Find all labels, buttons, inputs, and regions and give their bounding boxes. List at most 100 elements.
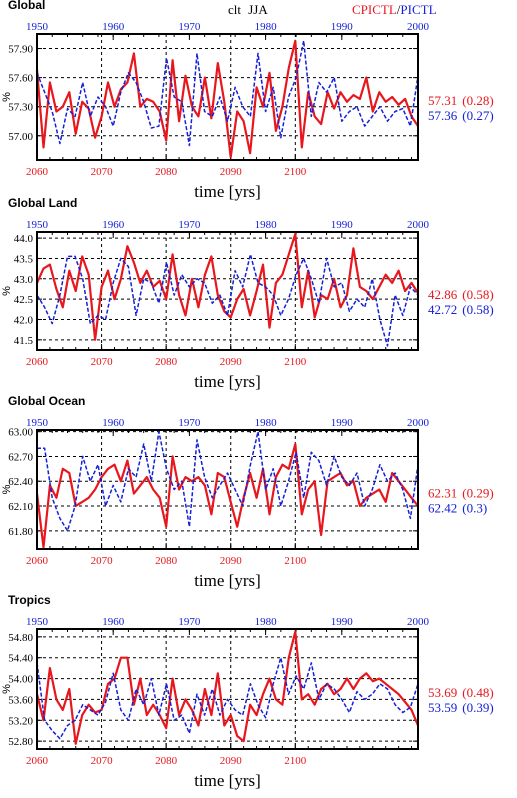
y-tick-label: 63.00 (8, 427, 33, 439)
series-line-cpictl (35, 232, 419, 341)
stat-label-cpictl: 53.69 (0.48) (428, 685, 494, 700)
y-axis-label: % (1, 684, 13, 694)
stat-mean: 57.31 (428, 93, 457, 108)
top-x-tick-label: 1980 (255, 417, 278, 429)
x-axis-label: time [yrs] (194, 182, 261, 201)
bottom-x-tick-label: 2070 (91, 555, 114, 567)
stat-sd: (0.48) (462, 685, 493, 700)
y-tick-label: 42.0 (14, 314, 34, 326)
bottom-x-tick-label: 2100 (284, 555, 307, 567)
series-line-cpictl (35, 39, 419, 159)
series-line-pictl (36, 656, 419, 740)
x-axis-label: time [yrs] (194, 771, 261, 790)
top-x-tick-label: 2000 (407, 219, 430, 231)
bottom-x-tick-label: 2080 (155, 356, 178, 368)
panel-title: Global Ocean (8, 394, 85, 408)
y-tick-label: 53.20 (8, 715, 33, 727)
bottom-x-tick-label: 2060 (26, 555, 49, 567)
y-tick-label: 57.90 (8, 44, 33, 56)
stat-sd: (0.3) (462, 501, 487, 516)
top-x-tick-label: 1980 (255, 21, 278, 33)
bottom-x-tick-label: 2090 (220, 555, 243, 567)
bottom-x-tick-label: 2080 (155, 755, 178, 767)
top-x-tick-label: 1970 (178, 417, 201, 429)
top-x-tick-label: 1950 (26, 21, 49, 33)
plot-frame (36, 429, 419, 550)
top-x-tick-label: 1990 (331, 21, 354, 33)
y-tick-label: 53.60 (8, 694, 33, 706)
y-tick-label: 62.10 (8, 501, 33, 513)
top-x-tick-label: 1960 (102, 21, 125, 33)
y-tick-label: 54.80 (8, 632, 33, 644)
top-x-tick-label: 2000 (407, 417, 430, 429)
top-x-tick-label: 1960 (102, 417, 125, 429)
panels: 57.00 57.30 57.60 57.90 2060 2070 2080 2090 2100… (1, 0, 494, 790)
stat-mean: 42.72 (428, 302, 457, 317)
top-x-tick-label: 1960 (102, 219, 125, 231)
chart-panel-0: 57.00 57.30 57.60 57.90 2060 2070 2080 2090 2100… (1, 0, 494, 201)
bottom-x-tick-label: 2080 (155, 555, 178, 567)
y-tick-label: 57.30 (8, 102, 33, 114)
top-x-tick-label: 1990 (331, 219, 354, 231)
bottom-x-tick-label: 2090 (220, 755, 243, 767)
chart-panel-3: 52.80 53.20 53.60 54.00 54.40 54.80 2060 2070 20… (1, 593, 494, 790)
y-tick-label: 44.0 (14, 233, 34, 245)
panel-title: Tropics (8, 593, 51, 607)
stat-label-pictl: 42.72 (0.58) (428, 302, 494, 317)
y-tick-label: 61.80 (8, 526, 33, 538)
y-tick-label: 62.40 (8, 476, 33, 488)
top-x-tick-label: 1990 (331, 616, 354, 628)
top-x-tick-label: 1980 (255, 219, 278, 231)
stat-mean: 42.86 (428, 287, 458, 302)
top-x-tick-label: 1970 (178, 21, 201, 33)
stat-mean: 53.59 (428, 700, 457, 715)
top-x-tick-label: 2000 (407, 21, 430, 33)
bottom-x-tick-label: 2090 (220, 166, 243, 178)
stat-sd: (0.58) (462, 302, 493, 317)
y-axis-label: % (1, 286, 13, 296)
y-tick-label: 54.40 (8, 653, 33, 665)
y-tick-label: 41.5 (14, 335, 34, 347)
header-var-text: clt (228, 2, 241, 17)
y-tick-label: 42.5 (14, 294, 34, 306)
panel-title: Global (8, 0, 45, 12)
plot-frame (36, 231, 419, 351)
y-tick-label: 43.0 (14, 274, 34, 286)
bottom-x-tick-label: 2070 (91, 755, 114, 767)
series-line-cpictl (35, 630, 420, 745)
top-x-tick-label: 1950 (26, 219, 49, 231)
plot-frame (36, 33, 419, 161)
bottom-x-tick-label: 2080 (155, 166, 178, 178)
header-variable: clt JJA (228, 2, 268, 17)
y-tick-label: 43.5 (14, 253, 34, 265)
chart-panel-1: 41.5 42.0 42.5 43.0 43.5 44.0 2060 2070 2080 2090… (1, 196, 494, 391)
y-tick-label: 62.70 (8, 451, 33, 463)
stat-label-pictl: 62.42 (0.3) (428, 501, 487, 516)
stat-sd: (0.58) (462, 287, 493, 302)
bottom-x-tick-label: 2100 (284, 166, 307, 178)
header-exp-blue: PICTL (400, 2, 436, 17)
y-tick-label: 57.60 (8, 73, 33, 85)
top-x-tick-label: 1980 (255, 616, 278, 628)
top-x-tick-label: 1950 (26, 417, 49, 429)
stat-sd: (0.39) (462, 700, 493, 715)
top-x-tick-label: 1970 (178, 616, 201, 628)
series-line-cpictl (35, 442, 419, 549)
series-line-pictl (36, 40, 419, 147)
header-season-text: JJA (248, 2, 268, 17)
top-x-tick-label: 1970 (178, 219, 201, 231)
top-x-tick-label: 1960 (102, 616, 125, 628)
top-x-tick-label: 2000 (407, 616, 430, 628)
stat-label-cpictl: 42.86 (0.58) (428, 287, 494, 302)
y-axis-label: % (1, 92, 13, 102)
bottom-x-tick-label: 2100 (284, 356, 307, 368)
y-tick-label: 52.80 (8, 736, 33, 748)
bottom-x-tick-label: 2090 (220, 356, 243, 368)
stat-mean: 62.31 (428, 486, 457, 501)
stat-sd: (0.28) (462, 93, 493, 108)
bottom-x-tick-label: 2070 (91, 166, 114, 178)
plot-frame (36, 628, 419, 750)
panel-title: Global Land (8, 196, 77, 210)
stat-mean: 53.69 (428, 685, 457, 700)
